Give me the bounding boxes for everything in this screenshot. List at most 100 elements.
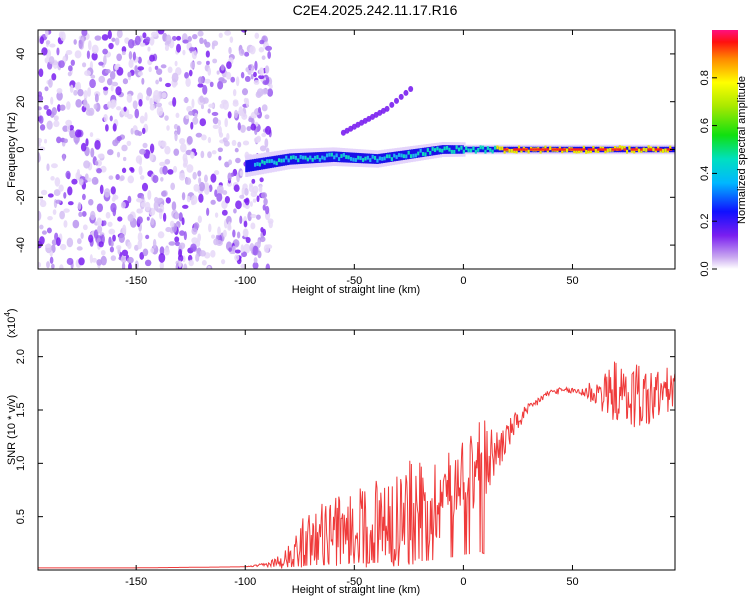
colorbar: 0.0 0.2 0.4 0.6 0.8 Normalized spectral ampl… xyxy=(699,30,748,277)
noise-blob xyxy=(162,212,167,222)
noise-blob xyxy=(197,170,202,177)
noise-blob xyxy=(159,261,165,269)
noise-blob xyxy=(140,202,146,208)
noise-blob xyxy=(227,221,232,230)
carrier-band xyxy=(430,146,434,156)
noise-blob xyxy=(178,260,182,268)
noise-blob xyxy=(173,148,180,156)
noise-blob xyxy=(261,88,269,95)
noise-blob xyxy=(184,72,189,79)
carrier-core xyxy=(517,145,521,150)
noise-blob xyxy=(166,125,170,131)
snr-x-tick-label: -50 xyxy=(346,576,362,588)
noise-blob xyxy=(249,45,256,55)
noise-blob xyxy=(188,259,194,267)
noise-blob xyxy=(149,143,155,154)
carrier-core xyxy=(299,155,302,159)
noise-blob xyxy=(67,186,73,196)
carrier-core xyxy=(381,156,384,161)
carrier-band xyxy=(284,154,288,166)
noise-blob xyxy=(212,58,218,64)
carrier-peak xyxy=(599,148,603,151)
spectrogram-panel: -150 -100 -50 0 50 -40 -20 0 20 40 Height of str… xyxy=(6,29,676,296)
noise-blob xyxy=(83,90,88,100)
noise-blob xyxy=(91,257,97,263)
noise-blob xyxy=(44,138,48,144)
noise-blob xyxy=(186,164,194,173)
noise-blob xyxy=(227,111,232,119)
noise-blob xyxy=(264,65,270,74)
carrier-core xyxy=(438,148,441,153)
noise-blob xyxy=(89,78,96,89)
noise-blob xyxy=(244,75,251,82)
carrier-peak xyxy=(505,148,509,151)
carrier-band xyxy=(336,151,340,163)
noise-blob xyxy=(252,198,257,203)
carrier-band xyxy=(424,147,427,157)
noise-blob xyxy=(243,97,248,104)
noise-blob xyxy=(46,163,50,171)
carrier-band xyxy=(413,149,416,159)
noise-blob xyxy=(231,245,236,255)
noise-blob xyxy=(210,249,216,258)
noise-blob xyxy=(223,140,230,147)
carrier-core xyxy=(481,145,485,150)
carrier-core xyxy=(330,152,333,157)
noise-blob xyxy=(202,97,209,104)
noise-blob xyxy=(263,198,268,206)
noise-blob xyxy=(144,111,148,122)
noise-blob xyxy=(250,213,257,219)
carrier-core xyxy=(664,148,667,153)
carrier-core xyxy=(301,155,305,160)
noise-blob xyxy=(208,223,212,233)
carrier-core xyxy=(371,154,374,159)
carrier-core xyxy=(270,159,273,163)
noise-blob xyxy=(49,43,56,48)
noise-blob xyxy=(224,117,228,128)
noise-blob xyxy=(171,72,179,83)
noise-blob xyxy=(51,107,57,116)
noise-blob xyxy=(212,124,219,129)
noise-blob xyxy=(102,48,108,55)
noise-blob xyxy=(62,125,69,132)
noise-blob xyxy=(110,255,117,262)
noise-blob xyxy=(217,226,221,236)
noise-blob xyxy=(126,256,134,264)
noise-blob xyxy=(204,78,211,84)
colorbar-label: Normalized spectral amplitude xyxy=(736,76,748,224)
noise-blob xyxy=(110,186,116,195)
noise-blob xyxy=(165,197,171,204)
noise-blob xyxy=(244,51,250,57)
carrier-core xyxy=(477,147,480,152)
carrier-band xyxy=(480,146,484,153)
noise-blob xyxy=(51,263,55,269)
noise-blob xyxy=(62,153,66,162)
carrier-peak xyxy=(539,148,543,151)
noise-blob xyxy=(99,184,104,195)
noise-blob xyxy=(243,220,248,228)
noise-blob xyxy=(216,184,224,194)
noise-blob xyxy=(177,254,184,262)
noise-blob xyxy=(157,30,165,35)
noise-blob xyxy=(38,210,42,221)
carrier-peak xyxy=(522,148,526,151)
carrier-core xyxy=(369,158,372,163)
snr-y-multiplier-close: ) xyxy=(6,308,18,312)
carrier-core xyxy=(289,155,293,160)
noise-blob xyxy=(48,78,53,88)
harmonic-blob xyxy=(403,89,409,96)
spectrogram-x-tick-label: 50 xyxy=(566,275,578,287)
carrier-band xyxy=(247,159,251,172)
snr-series-line xyxy=(38,361,675,569)
noise-blob xyxy=(56,91,63,101)
noise-blob xyxy=(102,220,107,226)
noise-blob xyxy=(118,233,125,243)
snr-x-tick-label: -150 xyxy=(125,576,147,588)
noise-blob xyxy=(188,69,193,77)
carrier-core xyxy=(321,155,324,160)
noise-blob xyxy=(147,46,151,52)
noise-blob xyxy=(254,60,258,71)
noise-blob xyxy=(39,224,44,230)
colorbar-tick-label: 0.0 xyxy=(699,261,711,276)
noise-blob xyxy=(146,87,153,97)
